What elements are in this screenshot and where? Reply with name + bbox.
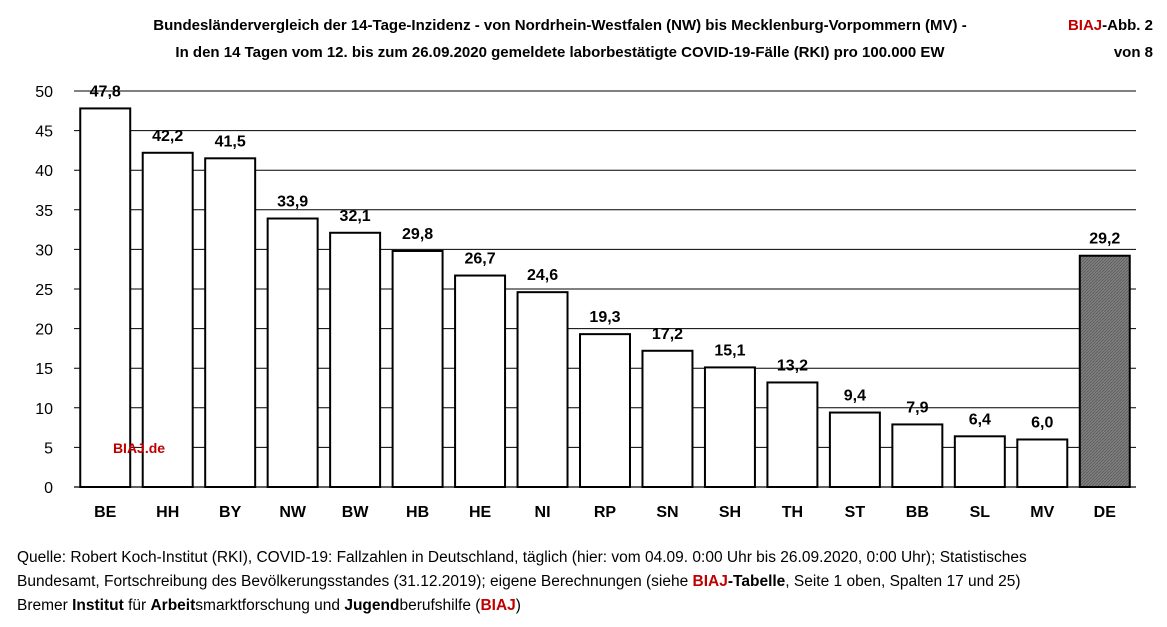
category-label-by: BY xyxy=(219,504,242,521)
bar-by xyxy=(204,157,257,488)
category-label-he: HE xyxy=(469,504,492,521)
org-part: smarktforschung und xyxy=(195,597,345,614)
y-tick-label: 10 xyxy=(35,401,53,418)
bar-bw xyxy=(329,231,382,488)
bar-sl xyxy=(953,435,1006,489)
category-label-st: ST xyxy=(845,504,866,521)
bar-hh xyxy=(141,151,194,488)
category-label-th: TH xyxy=(782,504,803,521)
value-label-rp: 19,3 xyxy=(589,309,620,326)
org-part: ) xyxy=(515,597,521,614)
value-label-sl: 6,4 xyxy=(969,411,991,428)
category-label-hh: HH xyxy=(156,504,179,521)
badge-figure-number: -Abb. 2 xyxy=(1102,17,1153,34)
org-part: berufshilfe ( xyxy=(399,597,481,614)
category-labels: BE HH BY NW BW HB HE NI RP SN SH TH ST BB SL MV DE xyxy=(94,504,1116,521)
bar-th xyxy=(766,381,819,488)
bar-ni xyxy=(516,291,569,488)
org-part: Bremer xyxy=(17,597,73,614)
category-label-ni: NI xyxy=(535,504,551,521)
category-label-sh: SH xyxy=(719,504,741,521)
org-brand: BIAJ xyxy=(480,597,516,614)
category-label-hb: HB xyxy=(406,504,429,521)
chart-title-line1: Bundesländervergleich der 14-Tage-Inzide… xyxy=(153,17,967,34)
bar-mv xyxy=(1016,438,1069,489)
category-label-rp: RP xyxy=(594,504,617,521)
value-label-bw: 32,1 xyxy=(340,208,371,225)
source-brand: BIAJ xyxy=(692,573,728,590)
bar-be xyxy=(79,107,132,488)
org-part: für xyxy=(123,597,151,614)
category-label-de: DE xyxy=(1094,504,1117,521)
value-label-bb: 7,9 xyxy=(906,399,928,416)
source-note: Quelle: Robert Koch-Institut (RKI), COVI… xyxy=(17,546,1157,618)
source-line3: Bremer Institut für Arbeitsmarktforschun… xyxy=(17,594,1157,618)
y-tick-label: 20 xyxy=(35,322,53,339)
y-tick-label: 35 xyxy=(35,203,53,220)
badge-brand: BIAJ xyxy=(1067,17,1103,34)
badge-of-total: von 8 xyxy=(1113,44,1153,61)
value-label-by: 41,5 xyxy=(215,133,246,150)
figure-badge: BIAJ-Abb. 2 von 8 xyxy=(1068,12,1153,66)
category-label-sl: SL xyxy=(970,504,991,521)
bar-st xyxy=(828,411,881,488)
value-label-be: 47,8 xyxy=(90,83,121,100)
bar-hb xyxy=(391,249,444,488)
y-tick-label: 40 xyxy=(35,163,53,180)
chart-title: Bundesländervergleich der 14-Tage-Inzide… xyxy=(60,12,1060,66)
bar-he xyxy=(454,274,507,489)
source-line1: Quelle: Robert Koch-Institut (RKI), COVI… xyxy=(17,549,1027,566)
source-line2-text: Bundesamt, Fortschreibung des Bevölkerun… xyxy=(17,573,693,590)
category-label-be: BE xyxy=(94,504,117,521)
y-tick-label: 45 xyxy=(35,124,53,141)
value-label-sn: 17,2 xyxy=(652,326,683,343)
category-label-sn: SN xyxy=(656,504,678,521)
value-label-st: 9,4 xyxy=(844,388,866,405)
org-part: Arbeit xyxy=(150,597,196,614)
value-label-he: 26,7 xyxy=(464,251,495,268)
bar-rp xyxy=(579,333,631,489)
source-line2: Bundesamt, Fortschreibung des Bevölkerun… xyxy=(17,570,1157,594)
category-label-mv: MV xyxy=(1030,504,1054,521)
category-label-bw: BW xyxy=(342,504,370,521)
y-tick-label: 0 xyxy=(44,480,53,497)
y-tick-label: 30 xyxy=(35,242,53,259)
value-label-th: 13,2 xyxy=(777,357,808,374)
org-part: Institut xyxy=(72,597,124,614)
bar-nw xyxy=(266,217,319,488)
y-axis-ticks: 0 5 10 15 20 25 30 35 40 45 50 xyxy=(35,84,53,497)
value-label-nw: 33,9 xyxy=(277,194,308,211)
category-label-bb: BB xyxy=(906,504,929,521)
y-tick-label: 50 xyxy=(35,84,53,101)
source-line2-tail: , Seite 1 oben, Spalten 17 und 25) xyxy=(785,573,1021,590)
bar-sn xyxy=(641,349,694,488)
chart-title-line2: In den 14 Tagen vom 12. bis zum 26.09.20… xyxy=(175,44,945,61)
value-label-sh: 15,1 xyxy=(714,342,745,359)
value-label-mv: 6,0 xyxy=(1031,414,1053,431)
bar-chart: 0 5 10 15 20 25 30 35 40 45 50 47,8 42,2 41,5 33,9 32,… xyxy=(35,83,1136,521)
value-labels: 47,8 42,2 41,5 33,9 32,1 29,8 26,7 24,6 19,3 17,2… xyxy=(90,83,1121,431)
value-label-ni: 24,6 xyxy=(527,267,558,284)
value-label-hb: 29,8 xyxy=(402,226,433,243)
bar-sh xyxy=(703,366,756,488)
watermark: BIAJ.de xyxy=(113,440,165,456)
y-tick-label: 25 xyxy=(35,282,53,299)
bar-bb xyxy=(891,423,944,489)
bars xyxy=(79,107,1131,489)
source-table-word: -Tabelle xyxy=(727,573,786,590)
bar-de xyxy=(1078,254,1131,488)
y-tick-label: 15 xyxy=(35,361,53,378)
y-tick-label: 5 xyxy=(44,440,53,457)
value-label-hh: 42,2 xyxy=(152,128,183,145)
org-part: Jugend xyxy=(344,597,400,614)
value-label-de: 29,2 xyxy=(1089,231,1120,248)
category-label-nw: NW xyxy=(279,504,307,521)
